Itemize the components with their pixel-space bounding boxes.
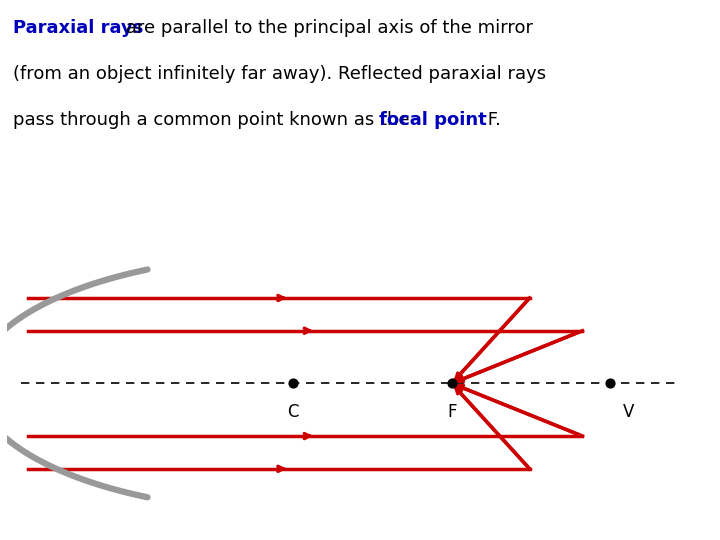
Text: are parallel to the principal axis of the mirror: are parallel to the principal axis of th… xyxy=(120,19,533,37)
Point xyxy=(287,379,299,388)
Text: Paraxial rays: Paraxial rays xyxy=(13,19,143,37)
Text: (from an object infinitely far away). Reflected paraxial rays: (from an object infinitely far away). Re… xyxy=(13,65,546,83)
Text: C: C xyxy=(287,403,299,421)
Point xyxy=(605,379,616,388)
Text: V: V xyxy=(623,403,634,421)
Point xyxy=(446,379,457,388)
Text: pass through a common point known as the: pass through a common point known as the xyxy=(13,111,415,129)
Text: focal point: focal point xyxy=(379,111,487,129)
Text: F: F xyxy=(447,403,456,421)
Text: F.: F. xyxy=(482,111,500,129)
